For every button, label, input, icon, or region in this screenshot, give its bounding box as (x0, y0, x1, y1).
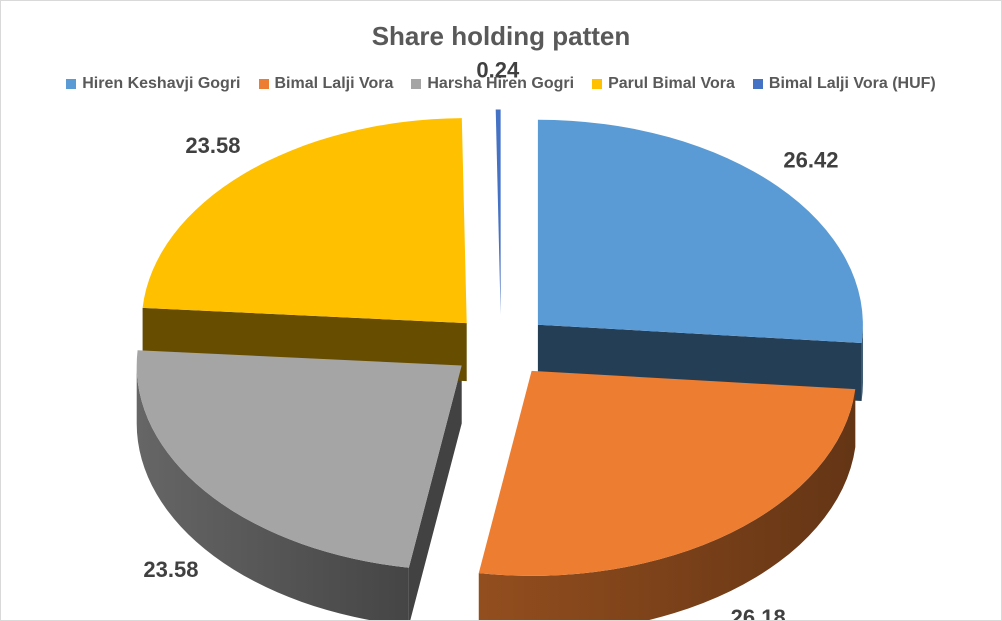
legend-swatch (752, 79, 763, 89)
pie-slice-side (408, 365, 462, 620)
legend-label: Parul Bimal Vora (608, 75, 735, 92)
pie-data-labels: 26.42 26.18 23.58 23.58 0.24 (143, 58, 838, 620)
pie-slice (142, 118, 467, 324)
pie-slice (136, 350, 462, 568)
data-label: 0.24 (476, 58, 520, 83)
legend-swatch (592, 79, 603, 89)
legend-swatch (66, 79, 77, 89)
chart-legend: Hiren Keshavji Gogri Bimal Lalji Vora Ha… (1, 75, 1001, 93)
legend-label: Hiren Keshavji Gogri (82, 75, 241, 92)
data-label: 26.18 (731, 605, 786, 620)
legend-item: Bimal Lalji Vora (258, 75, 394, 93)
data-label: 23.58 (143, 557, 198, 582)
pie-sides (136, 307, 863, 620)
pie-slice (478, 370, 856, 576)
data-label: 26.42 (783, 147, 838, 172)
legend-label: Bimal Lalji Vora (HUF) (768, 75, 936, 92)
pie-slice-side (861, 324, 863, 402)
legend-label: Harsha Hiren Gogri (427, 75, 575, 92)
legend-item: Hiren Keshavji Gogri (66, 75, 241, 93)
pie-slice (537, 119, 863, 344)
pie-tops (136, 109, 863, 576)
chart-title: Share holding patten (371, 21, 631, 51)
legend-swatch (258, 79, 269, 89)
pie-slice-side (136, 365, 409, 620)
legend-item: Bimal Lalji Vora (HUF) (752, 75, 936, 93)
pie-slice (495, 109, 501, 315)
legend-item: Parul Bimal Vora (592, 75, 735, 93)
legend-item: Harsha Hiren Gogri (411, 75, 574, 93)
legend-label: Bimal Lalji Vora (274, 75, 394, 92)
data-label: 23.58 (185, 133, 240, 158)
legend-swatch (411, 79, 422, 89)
pie-slice-side (478, 389, 856, 620)
